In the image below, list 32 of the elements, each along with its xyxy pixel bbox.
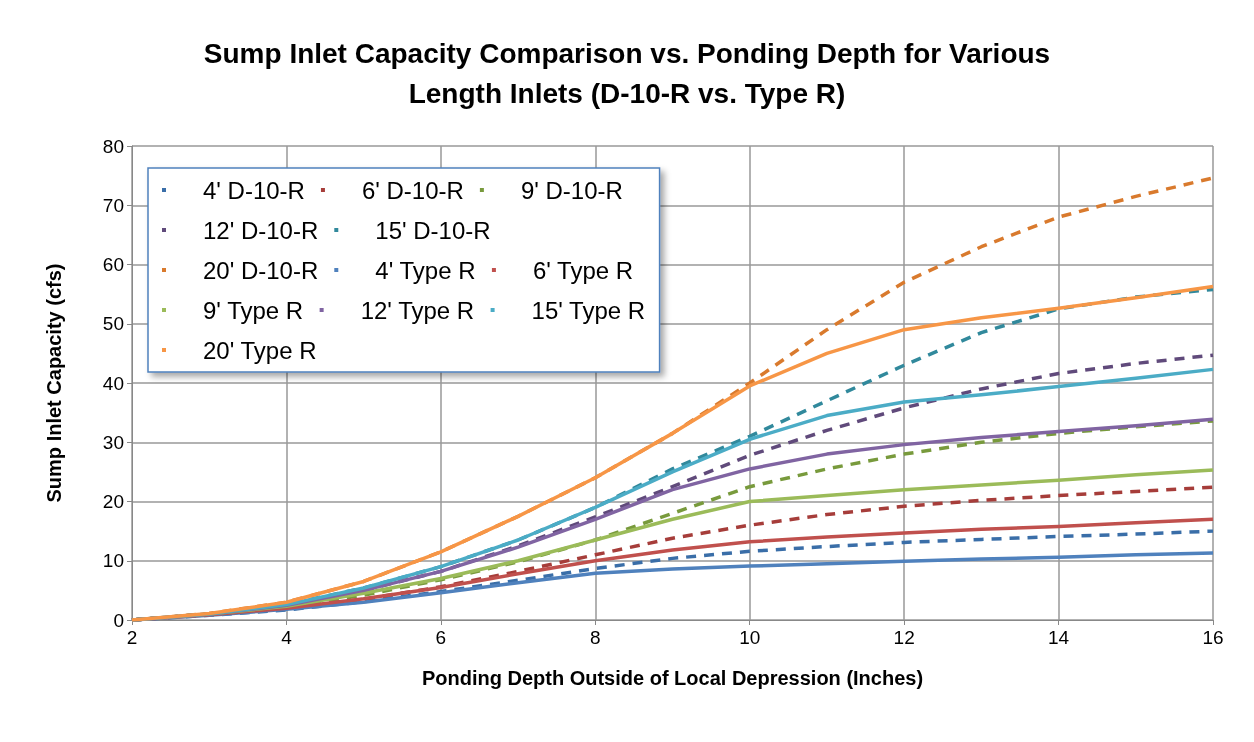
legend-label: 6' Type R (532, 256, 634, 284)
legend-label: 20' Type R (203, 336, 317, 364)
x-tick-label: 2 (126, 627, 138, 648)
x-tick-label: 6 (435, 627, 447, 648)
y-tick-label: 10 (102, 550, 124, 572)
legend-label: 20' D-10-R (203, 256, 319, 284)
y-tick-label: 40 (102, 372, 124, 394)
y-tick-label: 0 (113, 609, 124, 631)
legend-label: 9' D-10-R (520, 176, 623, 204)
x-tick-label: 12 (893, 627, 915, 648)
y-tick-label: 70 (102, 194, 124, 216)
legend-label: 12' D-10-R (203, 216, 319, 244)
legend-label: 12' Type R (360, 296, 475, 324)
y-tick-label: 80 (102, 135, 124, 157)
x-tick-label: 14 (1048, 627, 1070, 648)
legend-label: 15' Type R (531, 296, 646, 324)
x-axis-title: Ponding Depth Outside of Local Depression (Inches) (421, 667, 924, 689)
legend-label: 9' Type R (203, 296, 304, 324)
y-tick-label: 30 (102, 431, 124, 453)
legend-label: 6' D-10-R (361, 176, 464, 204)
x-tick-label: 8 (590, 627, 601, 648)
y-tick-label: 50 (102, 313, 124, 335)
legend-label: 4' D-10-R (203, 176, 305, 204)
chart-title: Sump Inlet Capacity Comparison vs. Ponding Depth for Various Length Inlets (D-10-R vs. Type R) (203, 37, 1051, 109)
y-tick-label: 20 (102, 491, 124, 512)
legend-label: 15' D-10-R (375, 216, 491, 244)
legend-label: 4' Type R (375, 256, 476, 284)
y-tick-label: 60 (102, 254, 124, 275)
y-axis-title: Sump Inlet Capacity (cfs) (43, 263, 65, 503)
x-tick-label: 16 (1202, 627, 1224, 648)
x-tick-label: 10 (739, 627, 761, 648)
x-tick-label: 4 (281, 627, 293, 648)
